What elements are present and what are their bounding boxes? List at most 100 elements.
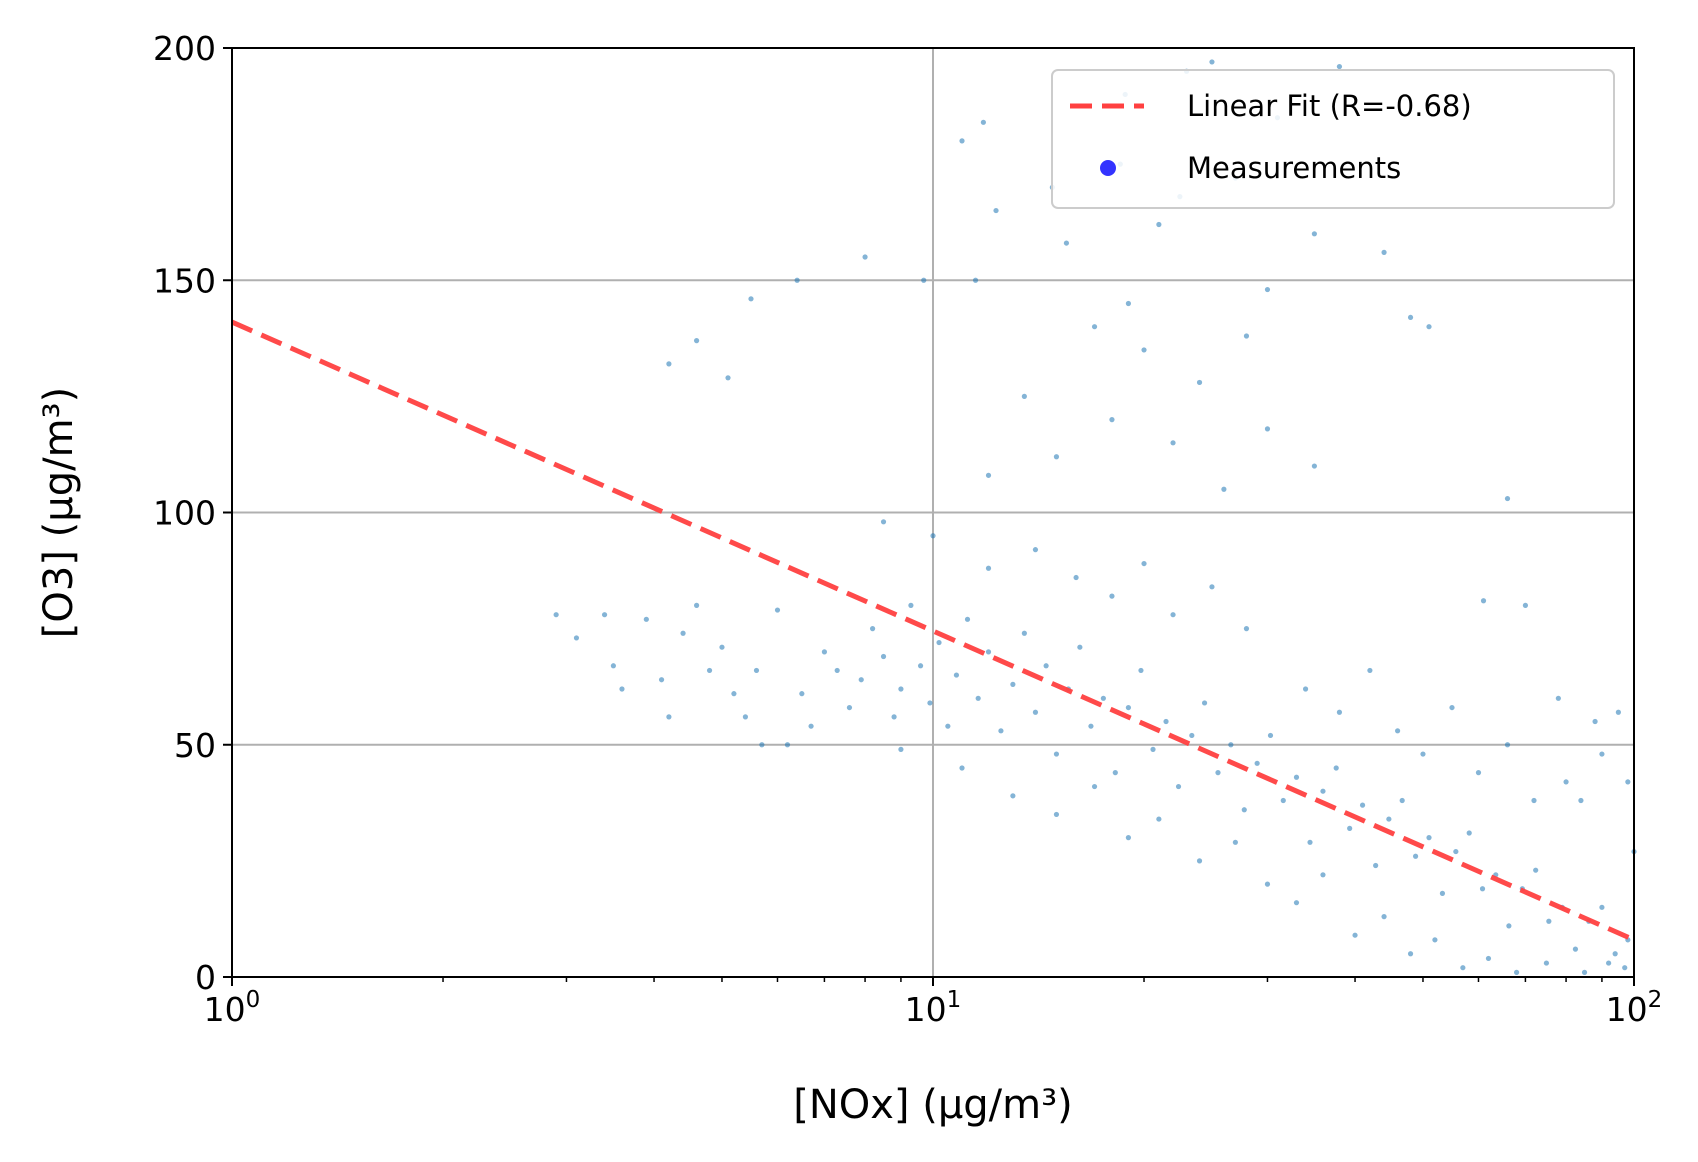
scatter-point xyxy=(1032,709,1039,715)
scatter-point xyxy=(693,338,700,344)
scatter-point xyxy=(1163,718,1169,725)
scatter-point xyxy=(1088,723,1094,729)
scatter-point xyxy=(1053,454,1060,460)
scatter-point xyxy=(869,626,876,632)
x-axis-label: [NOx] (μg/m³) xyxy=(793,1082,1073,1128)
scatter-point xyxy=(1043,663,1049,669)
scatter-point xyxy=(1293,900,1300,906)
scatter-point xyxy=(1307,839,1313,845)
scatter-point xyxy=(784,742,791,748)
scatter-point xyxy=(1599,904,1605,910)
scatter-point xyxy=(834,667,840,674)
scatter-point xyxy=(1336,63,1343,70)
scatter-point xyxy=(753,667,760,674)
scatter-point xyxy=(1109,593,1115,599)
scatter-point xyxy=(1432,937,1438,943)
scatter-point xyxy=(1021,630,1027,636)
scatter-point xyxy=(1426,324,1432,330)
scatter-point xyxy=(1010,681,1016,687)
scatter-point xyxy=(1359,802,1366,808)
legend: Linear Fit (R=-0.68) Measurements xyxy=(1051,69,1615,209)
y-tick-label: 0 xyxy=(195,958,216,997)
scatter-point xyxy=(1336,709,1343,715)
scatter-point xyxy=(1150,746,1156,752)
scatter-point xyxy=(1625,779,1631,785)
scatter-point xyxy=(1091,324,1098,330)
scatter-point xyxy=(808,723,814,729)
scatter-point xyxy=(964,616,971,622)
scatter-point xyxy=(917,663,924,669)
scatter-point xyxy=(1254,760,1260,766)
scatter-point xyxy=(1100,695,1106,701)
x-tick-label: 101 xyxy=(905,987,962,1029)
scatter-point xyxy=(1221,486,1227,492)
scatter-point xyxy=(936,639,942,646)
scatter-point xyxy=(1156,221,1162,228)
scatter-point xyxy=(1209,59,1215,65)
legend-measurements-label: Measurements xyxy=(1187,151,1401,185)
scatter-point xyxy=(731,691,737,697)
scatter-point xyxy=(1063,240,1070,246)
scatter-point xyxy=(1032,547,1039,553)
scatter-point xyxy=(1479,886,1486,892)
scatter-point xyxy=(898,746,904,752)
scatter-point xyxy=(1480,598,1487,604)
scatter-point xyxy=(1599,751,1605,757)
scatter-point xyxy=(1381,249,1387,255)
scatter-point xyxy=(1412,853,1419,859)
scatter-point xyxy=(1073,574,1079,581)
scatter-point xyxy=(1293,774,1300,780)
scatter-point xyxy=(1612,951,1618,957)
scatter-point xyxy=(1426,835,1432,841)
scatter-point xyxy=(666,361,672,367)
scatter-point xyxy=(1125,704,1132,711)
scatter-point xyxy=(975,695,981,701)
scatter-point xyxy=(1264,881,1271,887)
scatter-point xyxy=(725,375,731,381)
scatter-point xyxy=(1091,783,1098,790)
y-tick-label: 50 xyxy=(174,726,216,765)
scatter-point xyxy=(1622,965,1628,971)
x-tick-label: 100 xyxy=(204,987,261,1029)
scatter-point xyxy=(1373,862,1379,869)
scatter-point xyxy=(1320,788,1326,794)
scatter-point xyxy=(1196,858,1203,864)
scatter-point xyxy=(1280,797,1286,804)
scatter-point xyxy=(821,649,828,655)
scatter-point xyxy=(985,565,992,571)
scatter-point xyxy=(1170,612,1176,618)
scatter-point xyxy=(1201,700,1208,706)
scatter-point xyxy=(799,691,805,697)
scatter-point xyxy=(945,723,951,729)
scatter-point xyxy=(1504,495,1511,502)
scatter-point xyxy=(1141,560,1147,567)
scatter-point xyxy=(1533,867,1539,873)
scatter-points-layer xyxy=(553,59,1637,975)
scatter-point xyxy=(921,277,927,283)
scatter-point xyxy=(601,612,608,618)
scatter-point xyxy=(1243,333,1250,339)
scatter-point xyxy=(553,612,559,618)
scatter-point xyxy=(980,119,986,125)
scatter-point xyxy=(1267,732,1274,739)
scatter-point xyxy=(643,616,649,622)
scatter-point xyxy=(759,742,765,748)
scatter-point xyxy=(1311,231,1317,237)
scatter-point xyxy=(880,519,887,525)
scatter-point xyxy=(1175,783,1182,790)
scatter-point xyxy=(658,677,665,683)
legend-box xyxy=(1051,69,1615,209)
scatter-point xyxy=(959,138,965,144)
scatter-point xyxy=(1399,797,1405,804)
scatter-point xyxy=(1264,426,1271,432)
scatter-point xyxy=(1215,770,1221,776)
scatter-point xyxy=(1420,751,1426,757)
scatter-point xyxy=(1264,286,1271,293)
scatter-point xyxy=(862,254,868,260)
scatter-point xyxy=(1543,960,1550,966)
scatter-point xyxy=(1347,825,1353,831)
scatter-point xyxy=(1232,839,1238,845)
scatter-point xyxy=(1546,918,1552,924)
scatter-point xyxy=(1302,686,1309,692)
